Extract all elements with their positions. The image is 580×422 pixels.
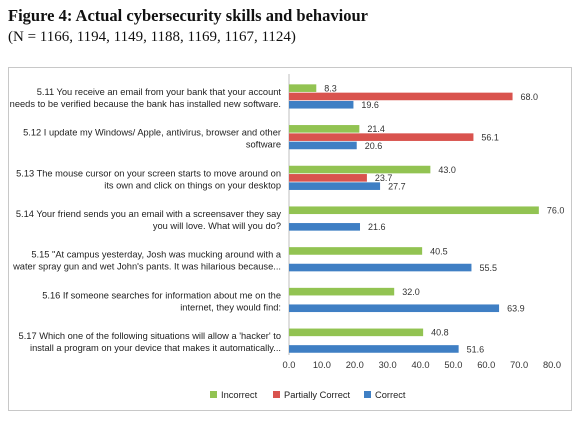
bar-incorrect xyxy=(289,84,317,92)
data-label: 32.0 xyxy=(402,287,420,297)
data-label: 23.7 xyxy=(375,173,393,183)
x-tick-label: 60.0 xyxy=(477,360,495,370)
x-tick-label: 50.0 xyxy=(444,360,462,370)
bar-correct xyxy=(289,141,357,150)
bar-correct xyxy=(289,182,381,190)
bar-partially-correct xyxy=(289,92,513,101)
category-label-line: install a program on your device that ma… xyxy=(30,343,281,353)
data-label: 8.3 xyxy=(324,83,337,93)
bar-correct xyxy=(289,100,354,109)
category-label: 5.16 If someone searches for information… xyxy=(42,290,281,312)
category-label-line: 5.13 The mouse cursor on your screen sta… xyxy=(16,168,281,178)
category-label: 5.13 The mouse cursor on your screen sta… xyxy=(16,168,281,190)
bar-incorrect xyxy=(289,206,539,215)
bar-incorrect xyxy=(289,247,423,255)
category-label-line: water spray gun and wet John's pants. It… xyxy=(12,262,281,272)
category-label-line: software xyxy=(246,140,281,150)
data-label: 21.6 xyxy=(368,222,386,232)
bar-chart: 5.11 You receive an email from your bank… xyxy=(10,74,565,400)
bar-correct xyxy=(289,223,361,231)
bar-partially-correct xyxy=(289,174,367,182)
bar-correct xyxy=(289,304,500,313)
legend-label: Incorrect xyxy=(221,390,258,400)
legend-swatch-partially-correct xyxy=(273,391,280,398)
data-label: 20.6 xyxy=(365,141,383,151)
figure-title: Figure 4: Actual cybersecurity skills an… xyxy=(8,6,368,25)
data-label: 63.9 xyxy=(507,304,525,314)
category-label-line: internet, they would find: xyxy=(180,302,281,312)
category-label-line: 5.15 "At campus yesterday, Josh was muck… xyxy=(31,250,281,260)
bar-incorrect xyxy=(289,328,424,337)
x-tick-label: 30.0 xyxy=(379,360,397,370)
data-label: 55.5 xyxy=(479,263,497,273)
bar-incorrect xyxy=(289,287,395,296)
data-label: 40.8 xyxy=(431,328,449,338)
category-label-line: 5.12 I update my Windows/ Apple, antivir… xyxy=(23,128,281,138)
data-label: 27.7 xyxy=(388,181,406,191)
bar-partially-correct xyxy=(289,133,474,141)
x-tick-label: 20.0 xyxy=(346,360,364,370)
category-label-line: 5.14 Your friend sends you an email with… xyxy=(16,209,281,219)
data-label: 43.0 xyxy=(438,165,456,175)
legend-label: Partially Correct xyxy=(284,390,351,400)
data-label: 76.0 xyxy=(547,206,565,216)
bar-incorrect xyxy=(289,125,360,133)
x-tick-label: 10.0 xyxy=(313,360,331,370)
chart-frame: 5.11 You receive an email from your bank… xyxy=(8,67,572,411)
category-label-line: you will love. What will you do? xyxy=(153,221,281,231)
category-label: 5.15 "At campus yesterday, Josh was muck… xyxy=(12,250,282,272)
category-label: 5.17 Which one of the following situatio… xyxy=(19,331,281,353)
category-label: 5.11 You receive an email from your bank… xyxy=(10,87,282,109)
category-label: 5.12 I update my Windows/ Apple, antivir… xyxy=(23,128,281,150)
legend-swatch-incorrect xyxy=(210,391,217,398)
data-label: 19.6 xyxy=(361,100,379,110)
x-tick-label: 70.0 xyxy=(510,360,528,370)
bar-correct xyxy=(289,263,472,272)
data-label: 51.6 xyxy=(467,344,485,354)
category-label-line: its own and click on things on your desk… xyxy=(104,180,281,190)
category-label: 5.14 Your friend sends you an email with… xyxy=(16,209,281,231)
category-label-line: 5.11 You receive an email from your bank… xyxy=(37,87,282,97)
x-tick-label: 0.0 xyxy=(283,360,296,370)
legend-swatch-correct xyxy=(364,391,371,398)
bar-incorrect xyxy=(289,165,431,174)
figure-subtitle: (N = 1166, 1194, 1149, 1188, 1169, 1167,… xyxy=(8,29,296,45)
bar-correct xyxy=(289,345,459,353)
category-label-line: 5.16 If someone searches for information… xyxy=(42,290,281,300)
data-label: 56.1 xyxy=(481,132,499,142)
category-label-line: 5.17 Which one of the following situatio… xyxy=(19,331,281,341)
x-tick-label: 40.0 xyxy=(411,360,429,370)
data-label: 68.0 xyxy=(521,92,539,102)
data-label: 21.4 xyxy=(367,124,385,134)
data-label: 40.5 xyxy=(430,246,448,256)
legend-label: Correct xyxy=(375,390,406,400)
x-tick-label: 80.0 xyxy=(543,360,561,370)
category-label-line: needs to be verified because the bank ha… xyxy=(10,99,281,109)
